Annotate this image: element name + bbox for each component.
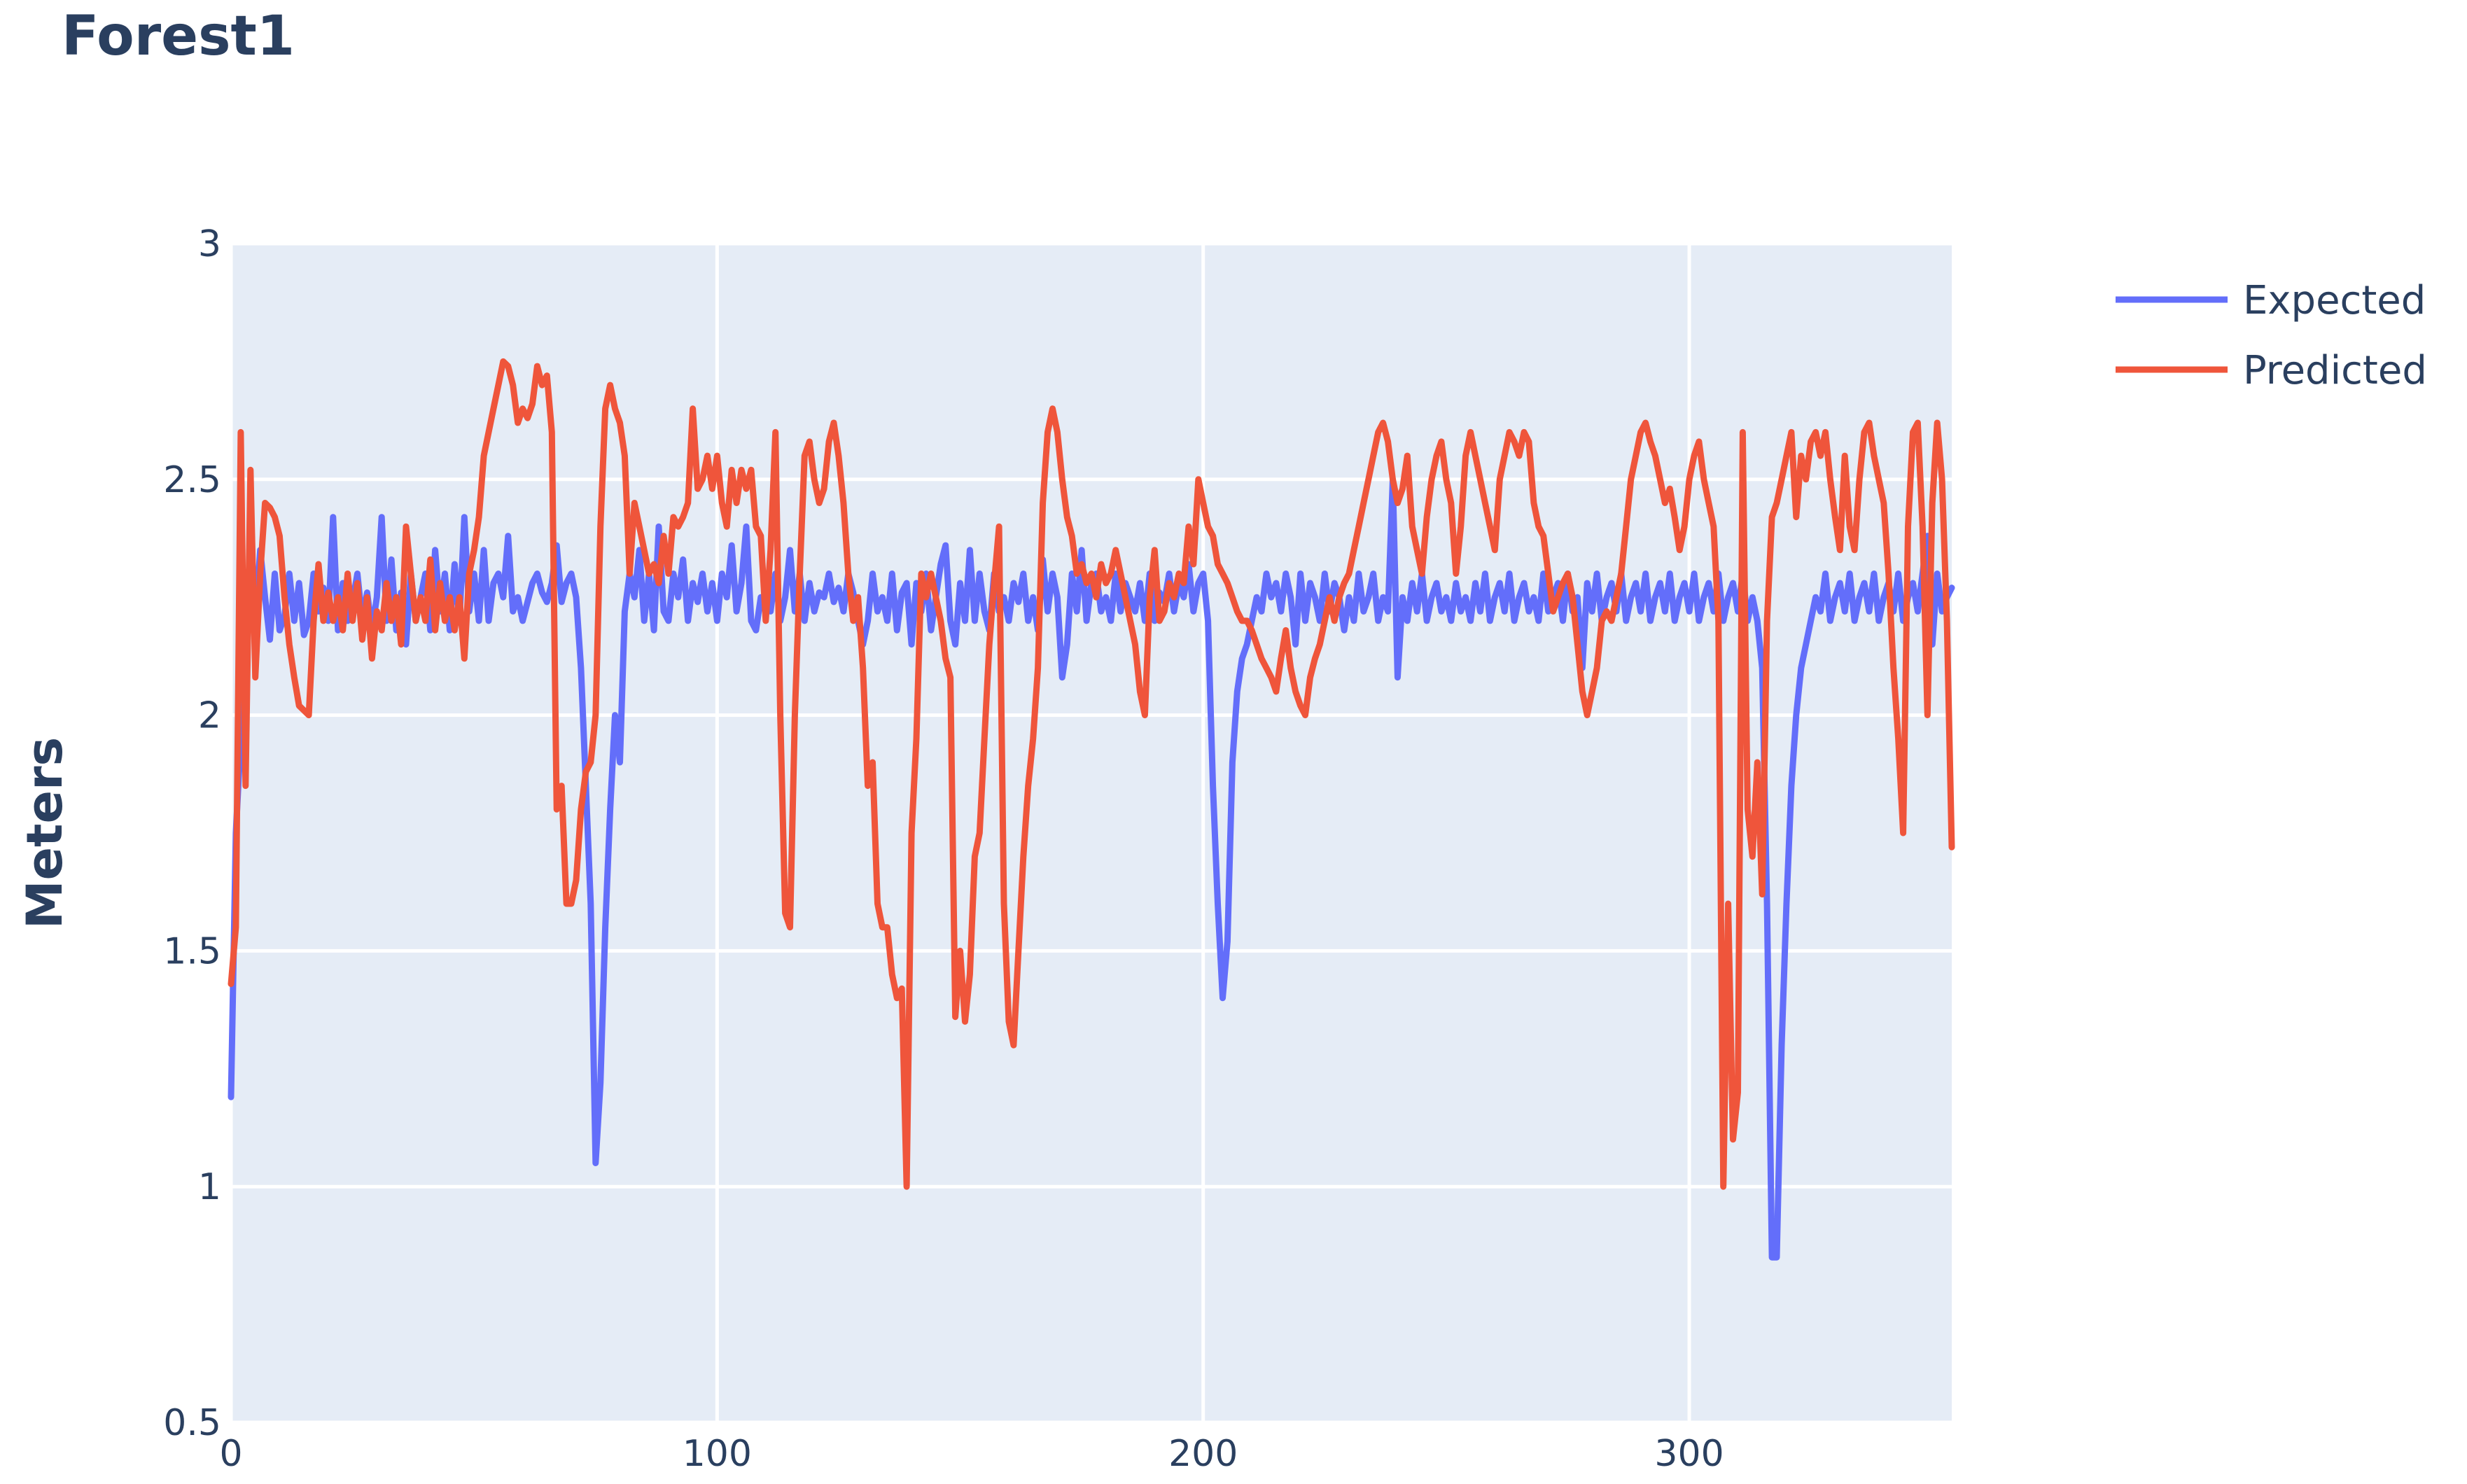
legend-label-predicted[interactable]: Predicted [2243, 348, 2427, 393]
y-axis-label: Meters [16, 737, 74, 929]
y-tick-label: 3 [198, 223, 221, 265]
y-tick-label: 2 [198, 695, 221, 737]
y-tick-label: 2.5 [163, 459, 221, 501]
chart-title: Forest1 [62, 5, 295, 68]
x-tick-label: 300 [1654, 1433, 1724, 1475]
y-tick-label: 1.5 [163, 930, 221, 972]
y-axis-ticks: 0.5 1 1.5 2 2.5 3 [163, 223, 221, 1444]
y-gridlines [231, 241, 1952, 1424]
y-tick-label: 0.5 [163, 1402, 221, 1444]
legend[interactable]: Expected Predicted [2116, 278, 2427, 393]
x-axis-ticks: 0 100 200 300 [219, 1433, 1724, 1475]
x-tick-label: 200 [1168, 1433, 1238, 1475]
legend-label-expected[interactable]: Expected [2243, 278, 2426, 323]
x-gridlines [229, 244, 1691, 1422]
x-tick-label: 0 [219, 1433, 242, 1475]
x-tick-label: 100 [683, 1433, 752, 1475]
plot-area [231, 244, 1952, 1422]
y-tick-label: 1 [198, 1166, 221, 1208]
series-lines [228, 358, 1955, 1261]
series-line-predicted [228, 358, 1955, 1190]
